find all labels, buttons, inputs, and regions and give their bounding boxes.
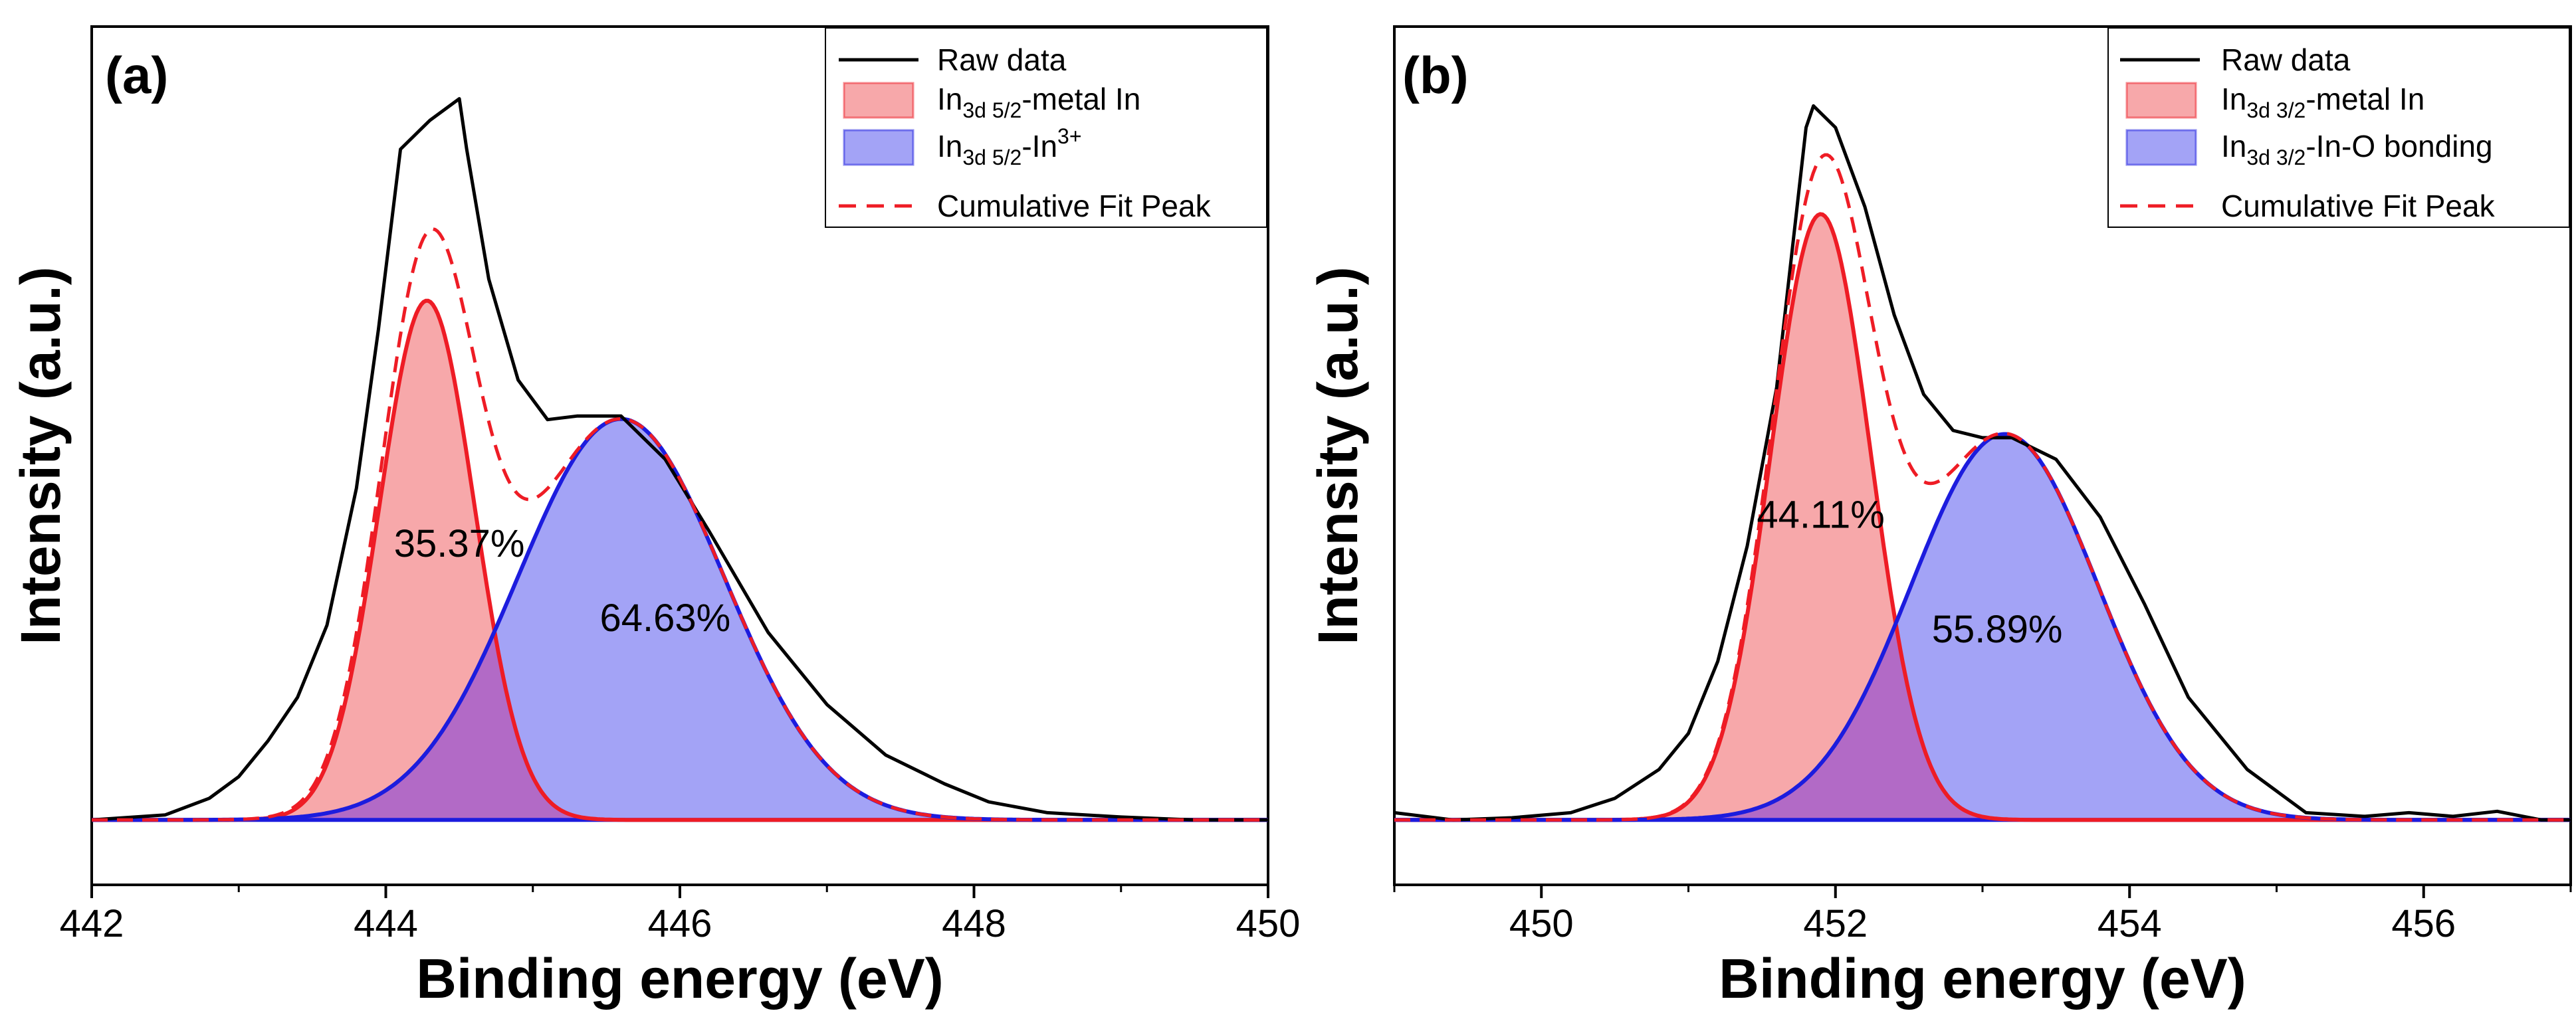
legend-label-metal: In3d 3/2-metal In — [2221, 82, 2424, 122]
x-tick-label: 450 — [1509, 902, 1574, 945]
oxide-peak-fill — [92, 419, 1268, 820]
panel-label: (b) — [1402, 46, 1469, 104]
x-tick-label: 444 — [354, 902, 418, 945]
x-tick-label: 448 — [942, 902, 1006, 945]
y-axis-title: Intensity (a.u.) — [9, 266, 72, 644]
x-tick-label: 456 — [2391, 902, 2456, 945]
oxide-peak-fill — [1394, 434, 2571, 820]
x-tick-label: 442 — [60, 902, 124, 945]
legend-label-fit: Cumulative Fit Peak — [937, 189, 1212, 223]
legend: Raw data In3d 5/2-metal In In3d 5/2-In3+… — [825, 27, 1267, 228]
legend-swatch-oxide — [2125, 129, 2197, 166]
legend-swatch-metal — [843, 82, 914, 119]
cumulative-fit-line — [92, 227, 1268, 822]
raw-data-line — [1394, 104, 2571, 822]
x-axis-ticks: 442 444 446 448 450 — [60, 885, 1301, 945]
area-percent-label: 64.63% — [600, 597, 731, 640]
legend-label-raw: Raw data — [937, 43, 1067, 77]
annotation-layer: 44.11% 55.89% — [1757, 494, 2062, 652]
legend-label-fit: Cumulative Fit Peak — [2221, 189, 2496, 223]
legend-swatch-metal — [2125, 82, 2197, 119]
panel-label: (a) — [105, 46, 168, 104]
x-tick-label: 450 — [1236, 902, 1301, 945]
area-percent-label: 35.37% — [394, 522, 525, 565]
series-layer — [1394, 104, 2571, 822]
x-tick-label: 452 — [1803, 902, 1868, 945]
x-tick-label: 446 — [648, 902, 712, 945]
area-percent-label: 55.89% — [1932, 608, 2063, 651]
legend-label-oxide: In3d 3/2-In-O bonding — [2221, 129, 2493, 169]
metal-peak-fill — [92, 300, 1268, 820]
panel-b: (b) Intensity (a.u.) Binding energy (eV)… — [1307, 25, 2572, 1010]
cumulative-fit-line — [1394, 153, 2571, 822]
x-axis-title: Binding energy (eV) — [416, 947, 943, 1010]
x-axis-ticks: 450 452 454 456 — [1393, 885, 2572, 945]
raw-data-line — [91, 97, 1268, 822]
legend-label-raw: Raw data — [2221, 43, 2351, 77]
area-percent-label: 44.11% — [1757, 494, 1884, 537]
legend: Raw data In3d 3/2-metal In In3d 3/2-In-O… — [2107, 27, 2570, 228]
y-axis-title: Intensity (a.u.) — [1307, 266, 1369, 644]
legend-label-oxide: In3d 5/2-In3+ — [937, 124, 1082, 169]
legend-label-metal: In3d 5/2-metal In — [937, 82, 1140, 122]
series-layer — [91, 97, 1268, 822]
legend-swatch-oxide — [843, 129, 914, 166]
x-tick-label: 454 — [2097, 902, 2162, 945]
annotation-layer: 35.37% 64.63% — [394, 522, 730, 640]
panel-a: (a) Intensity (a.u.) Binding energy (eV)… — [9, 25, 1301, 1010]
x-axis-title: Binding energy (eV) — [1719, 947, 2246, 1010]
